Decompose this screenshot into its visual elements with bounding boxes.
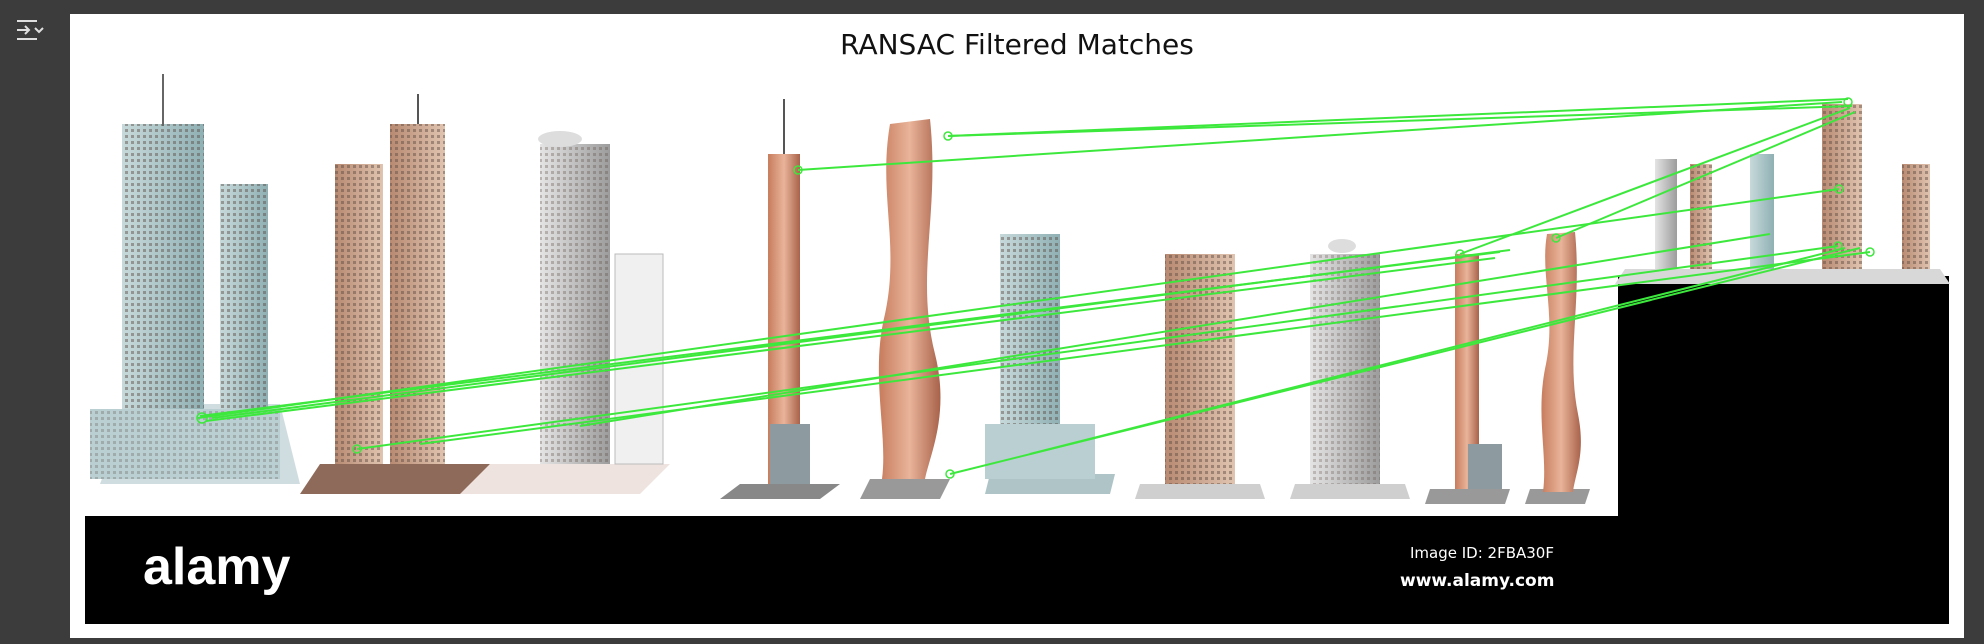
alamy-logo: alamy	[143, 538, 291, 596]
match-line	[579, 233, 1771, 427]
figure-title: RANSAC Filtered Matches	[840, 28, 1194, 61]
alamy-url: www.alamy.com	[1400, 571, 1554, 591]
match-line	[356, 245, 1839, 450]
match-keypoints	[196, 97, 1875, 479]
match-line	[211, 249, 1511, 419]
image-id-label: Image ID: 2FBA30F	[1410, 544, 1554, 562]
match-line	[205, 257, 1496, 422]
watermark-strip	[85, 516, 1949, 624]
letterbox-right	[1618, 276, 1949, 526]
cell-output-area: alamy Image ID: 2FBA30F www.alamy.com RA…	[70, 14, 1964, 638]
matches-figure: alamy Image ID: 2FBA30F www.alamy.com	[85, 74, 1950, 624]
left-image-buildings	[90, 74, 1590, 504]
match-line	[947, 98, 1849, 137]
match-lines	[197, 98, 1871, 475]
match-line	[1459, 107, 1851, 255]
match-line	[1029, 247, 1846, 455]
toggle-output-button[interactable]	[12, 12, 48, 48]
match-line	[1555, 111, 1856, 239]
match-line	[797, 101, 1843, 171]
collapse-output-icon	[17, 20, 44, 40]
right-image-buildings	[1615, 104, 1950, 284]
match-line	[197, 188, 1840, 419]
